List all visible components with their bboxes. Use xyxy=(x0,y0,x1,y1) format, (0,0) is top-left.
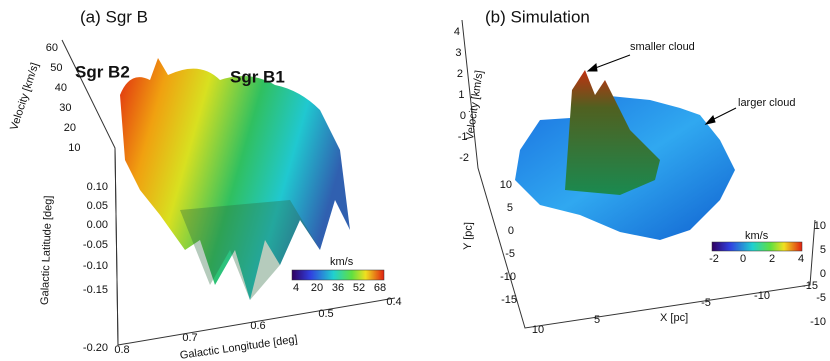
tick-label: 60 xyxy=(46,42,58,54)
tick-label: -0.20 xyxy=(83,342,108,354)
tick-label: 52 xyxy=(353,282,365,294)
tick-label: 1 xyxy=(458,89,464,101)
tick-label: 0.6 xyxy=(250,320,265,332)
tick-label: -15 xyxy=(802,280,818,292)
tick-label: 2 xyxy=(769,253,775,265)
tick-label: 10 xyxy=(68,142,80,154)
axis-label: Y [pc] xyxy=(462,222,475,250)
tick-label: 20 xyxy=(311,282,323,294)
tick-label: -10 xyxy=(500,271,516,283)
tick-label: 0.05 xyxy=(87,200,108,212)
annotation: smaller cloud xyxy=(630,41,695,53)
tick-label: 36 xyxy=(332,282,344,294)
tick-label: -10 xyxy=(810,316,826,328)
tick-label: 0 xyxy=(740,253,746,265)
axis-label: X [pc] xyxy=(660,312,688,324)
tick-label: 0 xyxy=(820,268,826,280)
colorbar xyxy=(292,270,384,280)
tick-label: 0.7 xyxy=(182,332,197,344)
label: Sgr B1 xyxy=(230,67,285,86)
tick-label: -15 xyxy=(501,294,517,306)
tick-label: 2 xyxy=(457,68,463,80)
tick-label: 4 xyxy=(798,253,804,265)
tick-label: 0.5 xyxy=(318,308,333,320)
tick-label: 10 xyxy=(532,324,544,336)
sgr-b-surface xyxy=(120,58,350,300)
tick-label: 0 xyxy=(508,225,514,237)
tick-label: 3 xyxy=(455,47,461,59)
annotation: larger cloud xyxy=(738,97,795,109)
tick-label: 50 xyxy=(50,62,62,74)
tick-label: 68 xyxy=(374,282,386,294)
tick-label: 0.4 xyxy=(386,296,401,308)
colorbar-label: km/s xyxy=(330,256,354,268)
axis-label: Velocity [km/s] xyxy=(8,61,41,132)
tick-label: -2 xyxy=(709,253,719,265)
colorbar xyxy=(712,242,802,251)
tick-label: -0.15 xyxy=(83,284,108,296)
tick-label: 10 xyxy=(814,220,826,232)
tick-label: 4 xyxy=(454,26,460,38)
tick-label: 0 xyxy=(460,110,466,122)
panel-a-title: (a) Sgr B xyxy=(80,7,148,26)
tick-label: 10 xyxy=(500,179,512,191)
colorbar-label: km/s xyxy=(745,230,769,242)
tick-label: 0.8 xyxy=(114,344,129,356)
tick-label: -0.05 xyxy=(83,239,108,251)
label: Sgr B2 xyxy=(75,62,130,81)
tick-label: -0.10 xyxy=(83,260,108,272)
tick-label: 30 xyxy=(59,102,71,114)
tick-label: -5 xyxy=(505,248,515,260)
axis-label: Galactic Latitude [deg] xyxy=(39,195,55,305)
tick-label: 4 xyxy=(293,282,299,294)
tick-label: 40 xyxy=(55,82,67,94)
tick-label: -5 xyxy=(816,292,826,304)
tick-label: 5 xyxy=(507,202,513,214)
tick-label: 0.10 xyxy=(87,181,108,193)
tick-label: 20 xyxy=(64,122,76,134)
tick-label: -1 xyxy=(458,131,468,143)
panel-b-title: (b) Simulation xyxy=(485,7,590,26)
tick-label: -2 xyxy=(459,152,469,164)
tick-label: 5 xyxy=(820,244,826,256)
tick-label: 0.00 xyxy=(87,219,108,231)
tick-label: -5 xyxy=(701,297,711,309)
tick-label: 5 xyxy=(594,314,600,326)
tick-label: -10 xyxy=(754,290,770,302)
